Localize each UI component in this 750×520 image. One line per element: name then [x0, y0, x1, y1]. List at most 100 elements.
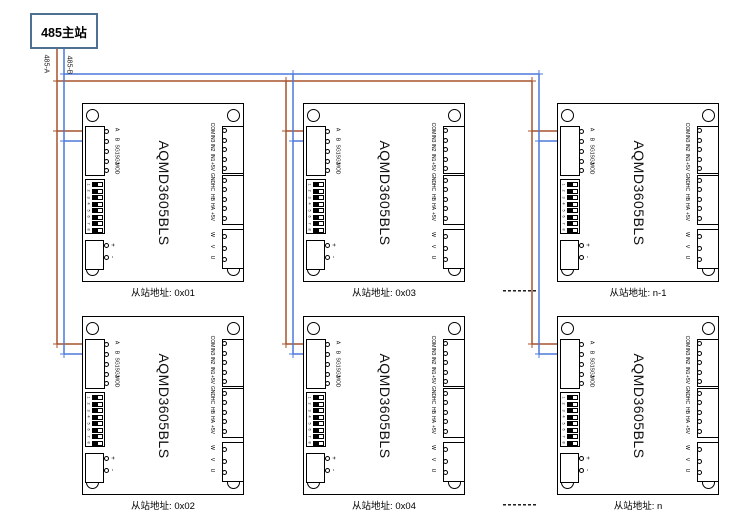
pin-circle: [697, 341, 702, 346]
pin-circle: [579, 243, 584, 248]
dip-slider: [567, 227, 578, 233]
wire-label-485a: 485-A: [42, 54, 50, 74]
board-outline: A B SG1 SG2 MOD 1 2 3 4 5 6 7 8 +: [82, 103, 244, 282]
mounting-hole-icon: [86, 109, 99, 122]
board-name: AQMD3605BLS: [377, 353, 393, 459]
dip-slider: [92, 188, 103, 194]
dip-slider: [92, 395, 103, 400]
pin-circle: [579, 352, 584, 357]
pin-circle: [325, 168, 330, 173]
pin-label: MOD: [588, 162, 595, 175]
dip-number: 1: [561, 183, 566, 186]
pin-label: MOD: [588, 375, 595, 388]
pin-circle: [222, 351, 227, 356]
dip-slider: [313, 440, 324, 446]
pin-circle: [104, 381, 109, 386]
mounting-hole-icon: [561, 322, 574, 335]
dip-slider: [313, 208, 324, 213]
board-outline: A B SG1 SG2 MOD 1 2 3 4 5 6 7 8 +: [303, 316, 465, 495]
dip-number: 5: [86, 422, 91, 425]
dip-number: 6: [307, 215, 312, 218]
pin-circle: [443, 234, 448, 239]
rs485-connector: [85, 339, 105, 389]
board-name: AQMD3605BLS: [156, 353, 172, 459]
pin-circle: [222, 257, 227, 262]
pin-circle: [579, 159, 584, 164]
dip-number: 3: [86, 196, 91, 199]
dip-number: 7: [86, 222, 91, 225]
dip-number: 2: [307, 402, 312, 405]
dip-slider: [92, 414, 103, 420]
board-address: 从站地址: 0x02: [131, 501, 195, 512]
pin-circle: [104, 456, 109, 461]
pin-circle: [222, 410, 227, 415]
ellipsis-dashes: -------: [502, 497, 538, 511]
pin-label: +: [330, 243, 336, 247]
pin-circle: [104, 352, 109, 357]
dip-number: 3: [561, 196, 566, 199]
pin-circle: [697, 178, 702, 183]
dip-slider: [567, 221, 578, 226]
pin-label: -: [109, 256, 115, 258]
pin-circle: [222, 147, 227, 152]
pin-circle: [443, 351, 448, 356]
dip-slider: [92, 214, 103, 220]
pin-circle: [697, 419, 702, 424]
dip-number: 1: [86, 183, 91, 186]
dip-slider: [92, 195, 103, 200]
board-address: 从站地址: n-1: [609, 288, 667, 299]
pin-circle: [325, 362, 330, 367]
pin-circle: [325, 342, 330, 347]
pin-circle: [222, 470, 227, 475]
master-station-box: 485主站: [30, 13, 98, 49]
dip-slider: [313, 227, 324, 233]
pin-circle: [443, 257, 448, 262]
dip-number: 2: [561, 402, 566, 405]
board-outline: A B SG1 SG2 MOD 1 2 3 4 5 6 7 8 +: [557, 316, 719, 495]
pin-circle: [104, 139, 109, 144]
pin-label: MOD: [334, 375, 341, 388]
pin-circle: [443, 370, 448, 375]
board-outline: A B SG1 SG2 MOD 1 2 3 4 5 6 7 8 +: [303, 103, 465, 282]
pin-circle: [222, 216, 227, 221]
dip-slider: [567, 427, 578, 433]
power-connector: [85, 453, 104, 483]
pin-circle: [222, 459, 227, 464]
pin-circle: [697, 360, 702, 365]
pin-circle: [325, 139, 330, 144]
pin-circle: [579, 255, 584, 260]
driver-board: A B SG1 SG2 MOD 1 2 3 4 5 6 7 8 +: [303, 316, 465, 512]
pin-circle: [222, 370, 227, 375]
dip-number: 7: [561, 222, 566, 225]
pin-circle: [579, 372, 584, 377]
board-name: AQMD3605BLS: [377, 140, 393, 246]
board-name: AQMD3605BLS: [631, 140, 647, 246]
pin-circle: [325, 129, 330, 134]
pin-circle: [222, 400, 227, 405]
pin-circle: [443, 419, 448, 424]
pin-circle: [443, 157, 448, 162]
mounting-hole-icon: [307, 109, 320, 122]
dip-number: 6: [86, 428, 91, 431]
pin-label: -: [109, 469, 115, 471]
rs485-connector: [306, 339, 326, 389]
pin-circle: [697, 351, 702, 356]
rs485-connector: [560, 126, 580, 176]
dip-number: 2: [561, 189, 566, 192]
dip-slider: [92, 427, 103, 433]
pin-circle: [697, 157, 702, 162]
dip-number: 8: [307, 228, 312, 231]
pin-circle: [579, 149, 584, 154]
dip-slider: [313, 188, 324, 194]
pin-circle: [697, 187, 702, 192]
board-address: 从站地址: 0x01: [131, 288, 195, 299]
pin-circle: [697, 128, 702, 133]
pin-circle: [443, 197, 448, 202]
pin-circle: [222, 178, 227, 183]
power-connector: [306, 240, 325, 270]
power-connector: [306, 453, 325, 483]
pin-circle: [579, 129, 584, 134]
pin-circle: [443, 216, 448, 221]
dip-number: 3: [561, 409, 566, 412]
pin-circle: [697, 459, 702, 464]
